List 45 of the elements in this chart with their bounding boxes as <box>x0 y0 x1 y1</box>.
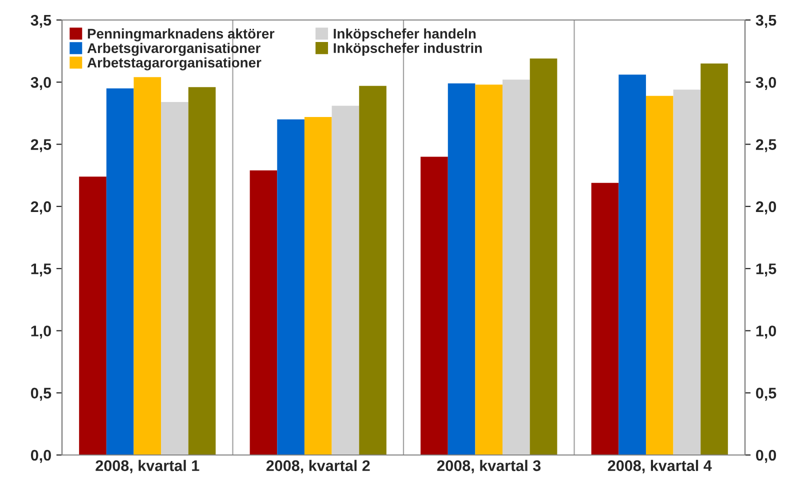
legend-label: Penningmarknadens aktörer <box>88 28 274 42</box>
y-tick-label: 0,0 <box>30 450 51 463</box>
y-tick-label: 1,0 <box>31 326 51 339</box>
bar <box>646 96 674 455</box>
y2-tick-label: 3,0 <box>756 77 776 90</box>
bar <box>161 102 188 455</box>
bar <box>420 156 448 455</box>
bar <box>277 119 304 455</box>
x-tick-label: 2008, kvartal 1 <box>96 460 200 474</box>
y-tick-label: 1,5 <box>31 264 52 276</box>
legend-label: Arbetsgivarorganisationer <box>87 42 260 56</box>
x-tick-label: 2008, kvartal 2 <box>266 460 370 474</box>
bar <box>618 74 646 455</box>
legend-label: Inköpschefer handeln <box>334 28 476 42</box>
y-tick-label: 0,5 <box>30 388 52 401</box>
bar <box>673 90 701 455</box>
bar <box>502 80 530 455</box>
bar <box>304 116 332 455</box>
x-tick-label: 2008, kvartal 3 <box>437 460 541 474</box>
bar <box>188 87 216 455</box>
bar <box>106 88 134 455</box>
y2-tick-label: 2,5 <box>756 139 776 152</box>
bar <box>359 86 386 455</box>
y-tick-label: 2,5 <box>30 139 52 152</box>
legend-label: Arbetstagarorganisationer <box>87 57 262 70</box>
bar <box>250 170 278 455</box>
bar <box>332 106 360 455</box>
y2-tick-label: 0,0 <box>756 450 776 463</box>
bar <box>591 182 619 455</box>
bar <box>530 58 558 455</box>
x-tick-label: 2008, kvartal 4 <box>608 460 712 474</box>
y-tick-label: 2,0 <box>30 201 51 214</box>
y-tick-label: 3,0 <box>30 77 51 90</box>
y2-tick-label: 3,5 <box>756 14 776 28</box>
bar <box>79 176 106 455</box>
y2-tick-label: 2,0 <box>756 201 776 214</box>
bar <box>475 84 503 455</box>
legend-label: Inköpschefer industrin <box>334 42 482 56</box>
y2-tick-label: 1,0 <box>756 326 776 339</box>
y2-tick-label: 0,5 <box>756 388 776 401</box>
bar <box>134 77 162 455</box>
y-tick-label: 3,5 <box>30 14 52 28</box>
bar <box>700 64 728 455</box>
y2-tick-label: 1,5 <box>756 264 776 276</box>
bar <box>448 83 476 455</box>
